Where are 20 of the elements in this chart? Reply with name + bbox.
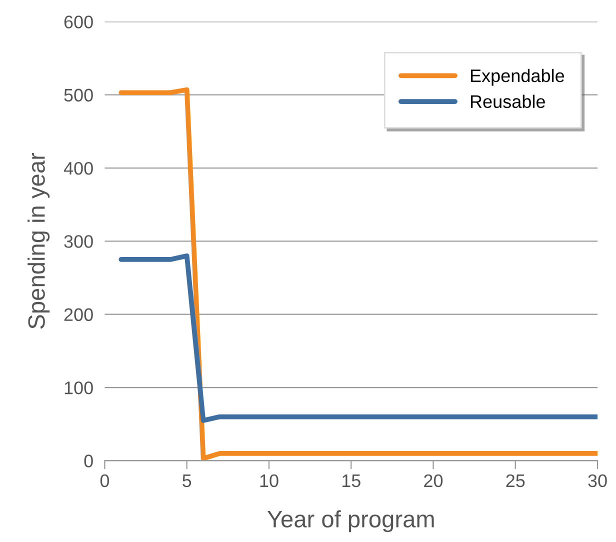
x-tick-label: 25 [506,474,525,488]
y-tick-label: 300 [64,235,93,248]
y-tick-label: 0 [84,454,93,468]
line-series [118,253,598,423]
x-tick-label: 5 [182,474,192,488]
line-series [118,87,598,461]
x-tick-label: 30 [588,474,607,488]
legend-label: Reusable [470,94,545,108]
legend-label: Expendable [470,68,564,86]
y-tick-label: 100 [64,381,93,394]
x-tick-label: 0 [100,474,110,488]
x-tick-label: 20 [424,474,443,488]
x-tick-label: 10 [260,474,278,488]
y-tick-label: 400 [64,162,93,175]
y-tick-label: 200 [64,308,93,322]
x-tick-label: 15 [342,474,360,488]
y-tick-label: 500 [64,88,93,102]
x-axis-title: Year of program [267,510,434,532]
y-tick-label: 600 [64,16,93,28]
y-axis-title: Spending in year [28,152,50,329]
